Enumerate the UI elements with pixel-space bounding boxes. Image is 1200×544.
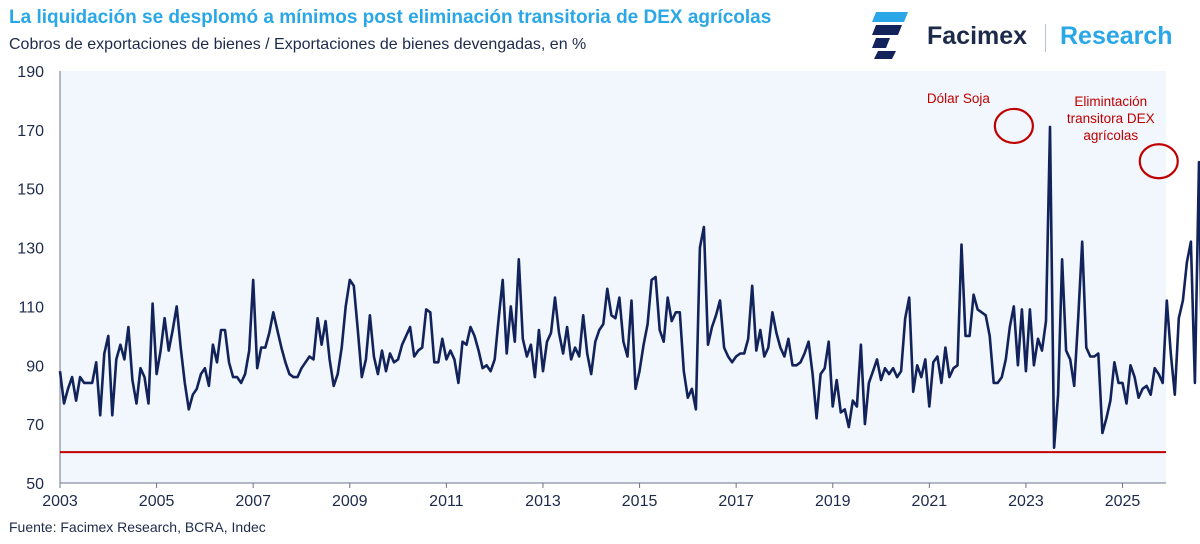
x-tick-label: 2005 [139,493,175,510]
x-tick-label: 2007 [235,493,271,510]
brand-name: Facimex [927,22,1028,50]
x-tick-label: 2017 [718,493,754,510]
x-tick-label: 2011 [429,493,464,510]
annotation-label: agrícolas [1083,128,1138,143]
annotation-circle [1138,143,1179,180]
plot-background [60,71,1166,483]
x-tick-label: 2021 [912,493,948,510]
x-tick-label: 2023 [1008,493,1044,510]
y-tick-label: 50 [26,476,44,493]
annotation-label: Elimintación [1074,94,1147,109]
annotations: Dólar Soja Elimintación transitora DEX agrí… [927,91,1179,180]
y-tick-label: 90 [26,358,44,375]
y-tick-label: 190 [17,64,44,81]
brand-logo: Facimex Research [872,10,1192,60]
y-tick-label: 150 [17,182,44,199]
chart-title: La liquidación se desplomó a mínimos pos… [9,7,772,28]
x-axis: 2003 2005 2007 2009 2011 2013 2015 2017 2019 2021… [42,483,1140,510]
brand-research: Research [1060,22,1173,50]
brand-divider [1045,24,1046,52]
source-note: Fuente: Facimex Research, BCRA, Indec [9,519,266,535]
x-tick-label: 2025 [1105,493,1141,510]
x-tick-label: 2013 [525,493,561,510]
x-tick-label: 2015 [622,493,658,510]
annotation-circle [993,107,1034,145]
facimex-logo-icon [872,12,908,59]
y-axis: 50 70 90 110 130 150 170 190 [17,64,44,493]
series-line [58,125,1200,449]
x-tick-label: 2019 [815,493,851,510]
y-tick-label: 70 [26,417,44,434]
y-tick-label: 110 [18,299,44,316]
x-tick-label: 2003 [42,493,78,510]
chart-subtitle: Cobros de exportaciones de bienes / Expo… [9,36,587,53]
y-tick-label: 130 [17,241,44,258]
x-tick-label: 2009 [332,493,368,510]
annotation-label: Dólar Soja [927,91,991,106]
annotation-label: transitora DEX [1067,111,1155,126]
y-tick-label: 170 [17,123,44,140]
